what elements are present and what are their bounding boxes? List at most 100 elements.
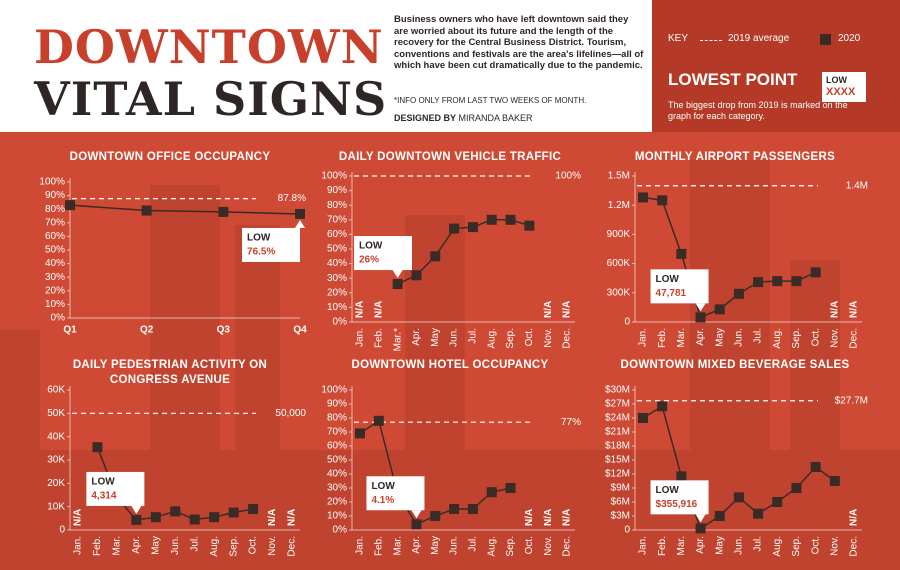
x-tick-label: Sep. bbox=[791, 536, 802, 557]
point bbox=[753, 277, 764, 288]
point bbox=[189, 514, 200, 525]
x-tick-label: Jan. bbox=[638, 328, 649, 347]
callout-low: LOW bbox=[656, 274, 680, 285]
x-tick-label: Dec. bbox=[849, 328, 860, 349]
x-tick-label: Aug. bbox=[209, 536, 220, 557]
x-tick-label: Jun. bbox=[734, 536, 745, 555]
point bbox=[638, 413, 648, 423]
y-tick-label: 70% bbox=[327, 427, 347, 438]
x-tick-label: Jun. bbox=[170, 536, 181, 555]
x-tick-label: Nov. bbox=[267, 536, 278, 556]
point bbox=[373, 415, 384, 426]
chart-title: MONTHLY AIRPORT PASSENGERS bbox=[634, 151, 836, 163]
point bbox=[295, 208, 305, 219]
callout bbox=[86, 471, 145, 506]
x-tick-label: Feb. bbox=[92, 536, 103, 556]
lowest-text: The biggest drop from 2019 is marked on … bbox=[668, 100, 848, 121]
credit-label: DESIGNED BY bbox=[394, 113, 457, 123]
y-tick-label: 10% bbox=[327, 302, 347, 313]
key-label: KEY bbox=[668, 33, 689, 44]
x-tick-label: Mar. bbox=[676, 328, 687, 347]
y-tick-label: 0 bbox=[624, 525, 630, 536]
point bbox=[430, 511, 441, 521]
x-tick-label: Jan. bbox=[73, 536, 84, 555]
y-tick-label: 70% bbox=[45, 217, 65, 228]
x-tick-label: Jan. bbox=[638, 536, 649, 555]
x-tick-label: Jul. bbox=[753, 328, 764, 344]
callout bbox=[354, 236, 412, 271]
series-line bbox=[642, 196, 816, 319]
callout-low: LOW bbox=[371, 481, 395, 492]
y-tick-label: 50K bbox=[47, 408, 65, 419]
x-tick-label: Apr. bbox=[695, 536, 706, 554]
x-tick-label: Aug. bbox=[772, 328, 783, 349]
y-tick-label: 90% bbox=[327, 399, 347, 410]
y-tick-label: 50% bbox=[45, 245, 65, 256]
y-tick-label: 0 bbox=[59, 525, 65, 536]
na-label: N/A bbox=[849, 301, 860, 318]
callout-pointer bbox=[695, 514, 706, 523]
point bbox=[430, 251, 441, 262]
y-tick-label: 80% bbox=[327, 413, 347, 424]
point bbox=[753, 508, 764, 519]
x-tick-label: Feb. bbox=[373, 328, 384, 348]
sample-value: XXXX bbox=[826, 86, 856, 98]
point bbox=[228, 507, 239, 518]
y-tick-label: 40% bbox=[327, 469, 347, 480]
reference-label: 87.8% bbox=[278, 193, 306, 204]
x-tick-label: Jul. bbox=[468, 328, 479, 344]
y-tick-label: 70% bbox=[327, 214, 347, 225]
x-tick-label: Dec. bbox=[287, 536, 298, 557]
title: DOWNTOWN bbox=[34, 20, 384, 74]
x-tick-label: Aug. bbox=[486, 536, 497, 557]
value-label: 4.1% bbox=[371, 495, 394, 506]
callout bbox=[242, 227, 300, 262]
point bbox=[657, 401, 668, 412]
reference-label: 100% bbox=[555, 171, 581, 182]
y-tick-label: 600K bbox=[607, 258, 631, 269]
y-tick-label: 30% bbox=[45, 272, 65, 283]
point bbox=[392, 279, 403, 290]
y-tick-label: 30% bbox=[327, 483, 347, 494]
point bbox=[505, 483, 516, 493]
point bbox=[733, 492, 744, 503]
callout bbox=[650, 269, 709, 304]
x-tick-label: Jun. bbox=[449, 328, 460, 347]
value-label: $355,916 bbox=[656, 499, 698, 510]
y-tick-label: 900K bbox=[607, 229, 631, 240]
reference-label: 77% bbox=[561, 417, 581, 428]
callout bbox=[650, 480, 709, 515]
y-tick-label: 30K bbox=[47, 455, 65, 466]
y-tick-label: 10% bbox=[45, 299, 65, 310]
x-tick-label: Jan. bbox=[355, 328, 366, 347]
series-line bbox=[69, 204, 301, 215]
point bbox=[524, 220, 535, 231]
callout-pointer bbox=[295, 219, 305, 228]
callout-pointer bbox=[695, 303, 706, 312]
value-label: 47,781 bbox=[656, 288, 687, 299]
x-tick-label: Sep. bbox=[791, 328, 802, 349]
designer: MIRANDA BAKER bbox=[458, 113, 533, 123]
skyline bbox=[0, 160, 900, 570]
x-tick-label: Sep. bbox=[505, 536, 516, 557]
y-tick-label: 60% bbox=[327, 441, 347, 452]
y-tick-label: 0% bbox=[51, 313, 66, 324]
point bbox=[131, 514, 142, 525]
point bbox=[486, 214, 497, 225]
chart-title: DOWNTOWN HOTEL OCCUPANCY bbox=[351, 359, 549, 371]
na-label: N/A bbox=[562, 509, 573, 526]
x-tick-label: Apr. bbox=[411, 328, 422, 346]
point bbox=[829, 476, 840, 486]
x-tick-label: Oct. bbox=[810, 328, 821, 346]
y-tick-label: $27M bbox=[605, 399, 630, 410]
x-tick-label: Jun. bbox=[734, 328, 745, 347]
y-tick-label: 50% bbox=[327, 455, 347, 466]
point bbox=[411, 270, 422, 281]
point bbox=[810, 267, 821, 278]
point bbox=[467, 504, 478, 514]
header: DOWNTOWN VITAL SIGNS Business owners who… bbox=[0, 0, 652, 132]
sample-callout: LOW XXXX bbox=[822, 72, 866, 102]
callout bbox=[366, 476, 425, 511]
x-tick-label: Mar. bbox=[676, 536, 687, 555]
